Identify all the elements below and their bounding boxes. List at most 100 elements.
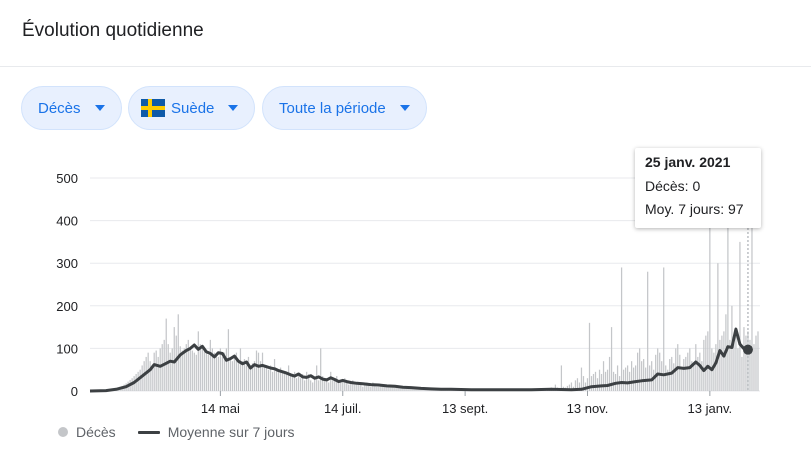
bar	[657, 348, 659, 391]
bar	[610, 327, 613, 391]
bar	[504, 389, 506, 391]
bar	[287, 365, 290, 391]
bar	[679, 354, 681, 391]
bar	[669, 359, 671, 391]
bar	[496, 389, 498, 391]
bar	[271, 371, 274, 391]
bar	[438, 389, 440, 391]
bar	[257, 352, 260, 391]
bar	[661, 361, 663, 391]
bar	[667, 369, 669, 391]
bar	[436, 388, 438, 391]
bar	[635, 365, 637, 391]
bar	[552, 388, 555, 391]
bar	[189, 348, 191, 391]
bar	[312, 382, 314, 391]
bar	[643, 359, 645, 391]
bar	[747, 331, 749, 391]
bar	[478, 389, 480, 391]
bar	[344, 378, 346, 391]
bar	[380, 384, 382, 391]
page-title: Évolution quotidienne	[22, 20, 204, 41]
bar	[576, 378, 579, 391]
bar	[673, 363, 675, 391]
line-legend-icon	[137, 430, 160, 434]
bar	[235, 352, 238, 391]
bar	[293, 371, 296, 391]
bar	[169, 352, 171, 391]
y-tick-label: 200	[56, 299, 78, 314]
bar	[304, 380, 306, 391]
bar	[388, 385, 390, 391]
bar	[683, 359, 685, 391]
x-tick-label: 13 nov.	[567, 401, 609, 416]
bar	[273, 359, 276, 391]
bar	[263, 365, 266, 391]
country-dropdown[interactable]: Suède	[128, 86, 256, 130]
metric-label: Décès	[38, 99, 81, 117]
bar	[241, 361, 244, 391]
bar	[394, 387, 396, 391]
bar	[396, 386, 398, 391]
bar	[484, 389, 486, 391]
bar	[330, 371, 332, 391]
bar	[245, 365, 248, 391]
bar	[540, 388, 542, 391]
bar	[628, 371, 631, 391]
bar	[717, 263, 719, 391]
bar	[452, 388, 454, 391]
bar	[582, 376, 585, 391]
bar	[340, 382, 342, 391]
bar	[115, 388, 117, 391]
bar	[608, 356, 611, 391]
bar	[524, 388, 526, 391]
hover-point	[742, 344, 753, 355]
bar	[474, 389, 476, 391]
bar	[418, 388, 420, 391]
bar	[237, 361, 240, 391]
bar	[442, 389, 444, 391]
bar	[600, 373, 603, 391]
bar	[574, 380, 577, 391]
bar	[440, 388, 442, 391]
bar	[259, 361, 262, 391]
bar	[247, 356, 250, 391]
bar	[410, 386, 412, 391]
bar	[119, 386, 121, 391]
bar	[526, 390, 528, 391]
bar	[139, 369, 141, 391]
bar	[283, 373, 286, 391]
bar	[432, 388, 434, 391]
bar	[556, 387, 559, 391]
bar	[354, 384, 356, 391]
bar	[753, 344, 755, 391]
bar	[745, 335, 747, 391]
bar	[655, 354, 657, 391]
tooltip-deaths: Décès: 0	[645, 178, 701, 194]
bar	[253, 361, 256, 391]
metric-dropdown[interactable]: Décès	[21, 86, 122, 130]
bar	[536, 388, 538, 391]
bar	[153, 352, 155, 391]
bar	[703, 339, 705, 391]
bar	[741, 356, 743, 391]
bar	[719, 339, 721, 391]
bar	[578, 382, 581, 391]
bar	[755, 335, 757, 391]
bar	[163, 339, 165, 391]
x-axis: 14 mai 14 juil. 13 sept. 13 nov. 13 janv.	[201, 391, 732, 416]
bar	[713, 352, 715, 391]
bar	[279, 367, 282, 391]
bar	[699, 352, 701, 391]
country-label: Suède	[171, 99, 215, 117]
bar	[314, 378, 316, 391]
bar	[530, 389, 532, 391]
bar	[143, 361, 145, 391]
bar	[177, 314, 179, 391]
period-dropdown[interactable]: Toute la période	[262, 86, 427, 130]
bar	[195, 354, 197, 391]
bar	[492, 389, 494, 391]
bar	[711, 348, 713, 391]
bar	[123, 384, 125, 391]
x-tick-label: 13 janv.	[688, 401, 733, 416]
